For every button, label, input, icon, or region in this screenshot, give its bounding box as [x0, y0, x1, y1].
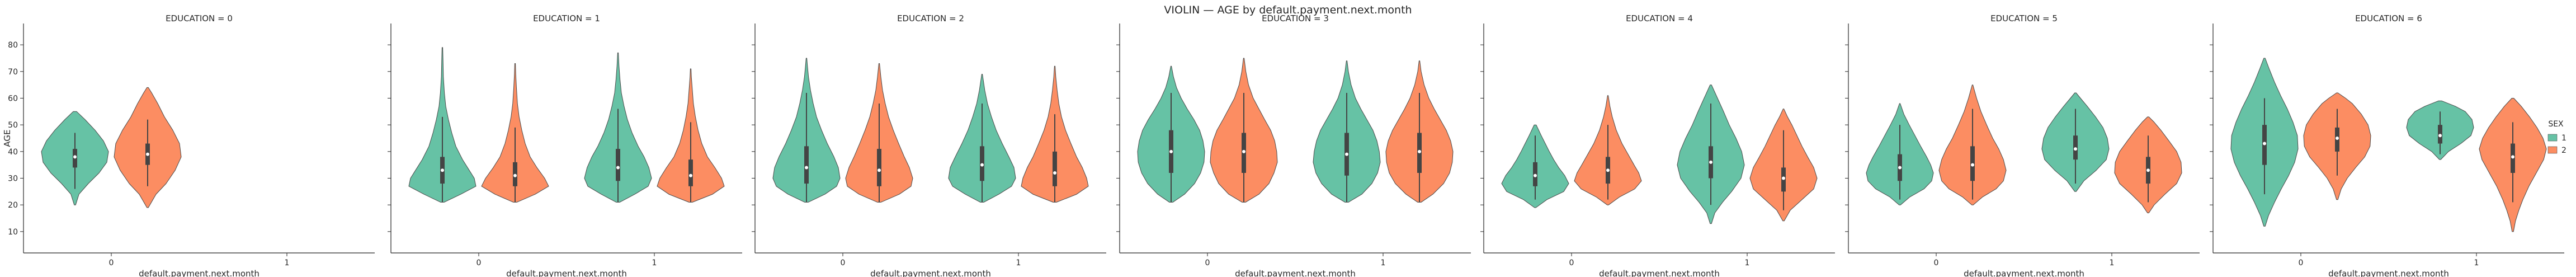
violin-median-dot — [1169, 149, 1173, 153]
chart-title: VIOLIN — AGE by default.payment.next.mon… — [1164, 4, 1412, 16]
violin-median-dot — [689, 173, 692, 177]
violin-median-dot — [1345, 152, 1348, 156]
violin-median-dot — [1242, 149, 1245, 153]
violin-median-dot — [146, 152, 149, 156]
violin-median-dot — [2074, 147, 2077, 151]
facet-panel: EDUCATION = 5 0 1 default.payment.next.mont… — [1845, 13, 2200, 277]
violin-median-dot — [441, 168, 444, 172]
violin-iqr-box — [1053, 151, 1057, 186]
x-tick-label: 1 — [1016, 259, 1021, 267]
violin-median-dot — [877, 168, 881, 172]
facet-title: EDUCATION = 1 — [533, 13, 600, 24]
violin-median-dot — [1418, 149, 1421, 153]
violin-median-dot — [1782, 176, 1785, 180]
legend-label: 1 — [2561, 134, 2566, 143]
y-tick-label: 70 — [8, 68, 18, 77]
facet-title: EDUCATION = 3 — [1262, 13, 1329, 24]
facet-title: EDUCATION = 4 — [1626, 13, 1693, 24]
y-tick-label: 20 — [8, 201, 18, 210]
x-tick-label: 0 — [476, 259, 482, 267]
x-axis-label: default.payment.next.month — [506, 269, 627, 277]
facet-title: EDUCATION = 2 — [897, 13, 964, 24]
violin-iqr-box — [616, 149, 620, 181]
facet-panel: EDUCATION = 0 10 20 30 40 50 60 70 80 0 1 default.p… — [8, 13, 375, 277]
y-tick-label: 10 — [8, 228, 18, 237]
facet-panel: EDUCATION = 2 0 1 default.payment.next.mont… — [752, 13, 1106, 277]
x-axis-label: default.payment.next.month — [870, 269, 991, 277]
x-tick-label: 0 — [2299, 259, 2304, 267]
violin-median-dot — [805, 166, 808, 170]
facet-panel: EDUCATION = 1 0 1 default.payment.next.mont… — [388, 13, 742, 277]
x-axis-label: default.payment.next.month — [1599, 269, 1720, 277]
facet-title: EDUCATION = 5 — [1990, 13, 2058, 24]
violin-median-dot — [2511, 155, 2514, 159]
x-tick-label: 1 — [2110, 259, 2115, 267]
x-tick-label: 0 — [109, 259, 114, 267]
y-tick-label: 30 — [8, 175, 18, 184]
x-tick-label: 0 — [1205, 259, 1210, 267]
facet-panel: EDUCATION = 6 0 1 default.payment.next.mont… — [2210, 13, 2564, 277]
x-tick-label: 1 — [1745, 259, 1750, 267]
violin-median-dot — [1606, 168, 1610, 172]
violin-median-dot — [2438, 134, 2442, 138]
x-tick-label: 0 — [841, 259, 846, 267]
violin-iqr-box — [877, 149, 881, 186]
legend-title: SEX — [2548, 120, 2564, 129]
y-tick-label: 60 — [8, 94, 18, 103]
violin-median-dot — [980, 163, 984, 167]
facet-title: EDUCATION = 6 — [2355, 13, 2422, 24]
violin-median-dot — [2146, 168, 2150, 172]
legend-swatch — [2547, 146, 2558, 154]
violin-iqr-box — [688, 159, 693, 186]
violin-median-dot — [1971, 163, 1974, 167]
violin-median-dot — [73, 155, 77, 159]
x-axis-label: default.payment.next.month — [2328, 269, 2449, 277]
violin-median-dot — [2263, 142, 2266, 145]
violin-median-dot — [513, 173, 517, 177]
legend-label: 2 — [2561, 146, 2566, 155]
violin-median-dot — [616, 166, 620, 170]
facet-panel: EDUCATION = 4 0 1 default.payment.next.mont… — [1480, 13, 1835, 277]
violin-median-dot — [2336, 137, 2339, 140]
x-tick-label: 0 — [1934, 259, 1939, 267]
violin-median-dot — [1898, 166, 1902, 170]
x-tick-label: 0 — [1569, 259, 1574, 267]
violin-median-dot — [1534, 173, 1537, 177]
facet-panel: EDUCATION = 3 0 1 default.payment.next.mont… — [1116, 13, 1471, 277]
y-tick-label: 50 — [8, 121, 18, 130]
x-tick-label: 1 — [652, 259, 657, 267]
legend-swatch — [2547, 134, 2558, 142]
violin-median-dot — [1053, 171, 1056, 175]
violin-median-dot — [1709, 160, 1712, 164]
x-tick-label: 1 — [1381, 259, 1386, 267]
legend: SEX 1 2 — [2547, 120, 2566, 155]
x-axis-label: default.payment.next.month — [139, 269, 260, 277]
x-axis-label: default.payment.next.month — [1964, 269, 2084, 277]
x-axis-label: default.payment.next.month — [1235, 269, 1356, 277]
facet-title: EDUCATION = 0 — [166, 13, 233, 24]
y-tick-label: 80 — [8, 41, 18, 50]
violin-iqr-box — [804, 146, 809, 184]
y-axis-label: AGE — [2, 129, 12, 147]
x-tick-label: 1 — [2474, 259, 2479, 267]
x-tick-label: 1 — [285, 259, 290, 267]
y-tick-label: 40 — [8, 148, 18, 157]
